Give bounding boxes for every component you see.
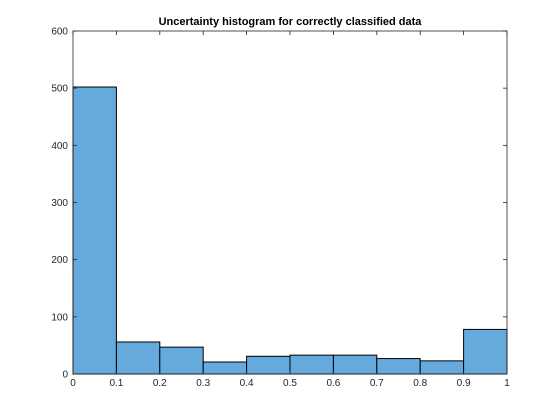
y-tick-label: 500 [51, 84, 68, 95]
histogram-bar [115, 341, 161, 375]
y-tick-label: 0 [62, 370, 68, 381]
histogram-bar [72, 86, 117, 375]
x-tick-label: 0.4 [240, 378, 254, 389]
chart-title: Uncertainty histogram for correctly clas… [159, 16, 423, 28]
x-tick-label: 0.7 [370, 378, 384, 389]
y-tick-label: 400 [51, 141, 68, 152]
histogram-bar [332, 354, 378, 375]
histogram-bar [463, 328, 508, 375]
x-tick-label: 1 [504, 378, 510, 389]
histogram-bar [289, 354, 334, 375]
x-tick-label: 0.9 [457, 378, 471, 389]
histogram-bar [376, 358, 421, 375]
y-tick-label: 200 [51, 255, 68, 266]
y-tick-label: 300 [51, 198, 68, 209]
histogram-bar [159, 346, 204, 375]
x-tick-label: 0.5 [283, 378, 297, 389]
x-tick-label: 0.6 [326, 378, 340, 389]
y-tick-label: 600 [51, 27, 68, 38]
x-tick-label: 0.2 [153, 378, 167, 389]
y-tick-label: 100 [51, 312, 68, 323]
x-tick-label: 0.3 [196, 378, 210, 389]
histogram-bar [202, 361, 248, 375]
tick-labels-group: 0 0.1 0.2 0.3 0.4 0.5 0.6 0.7 0.8 0.9 1 0 100 200 300 4… [51, 27, 510, 390]
x-tick-label: 0.1 [109, 378, 123, 389]
axes-group [72, 30, 508, 375]
ticks-group [72, 30, 508, 375]
x-tick-label: 0 [70, 378, 76, 389]
bars-group [72, 86, 508, 375]
x-tick-label: 0.8 [413, 378, 427, 389]
histogram-bar [246, 355, 291, 375]
axes-box [72, 30, 508, 375]
histogram-bar [419, 360, 465, 375]
